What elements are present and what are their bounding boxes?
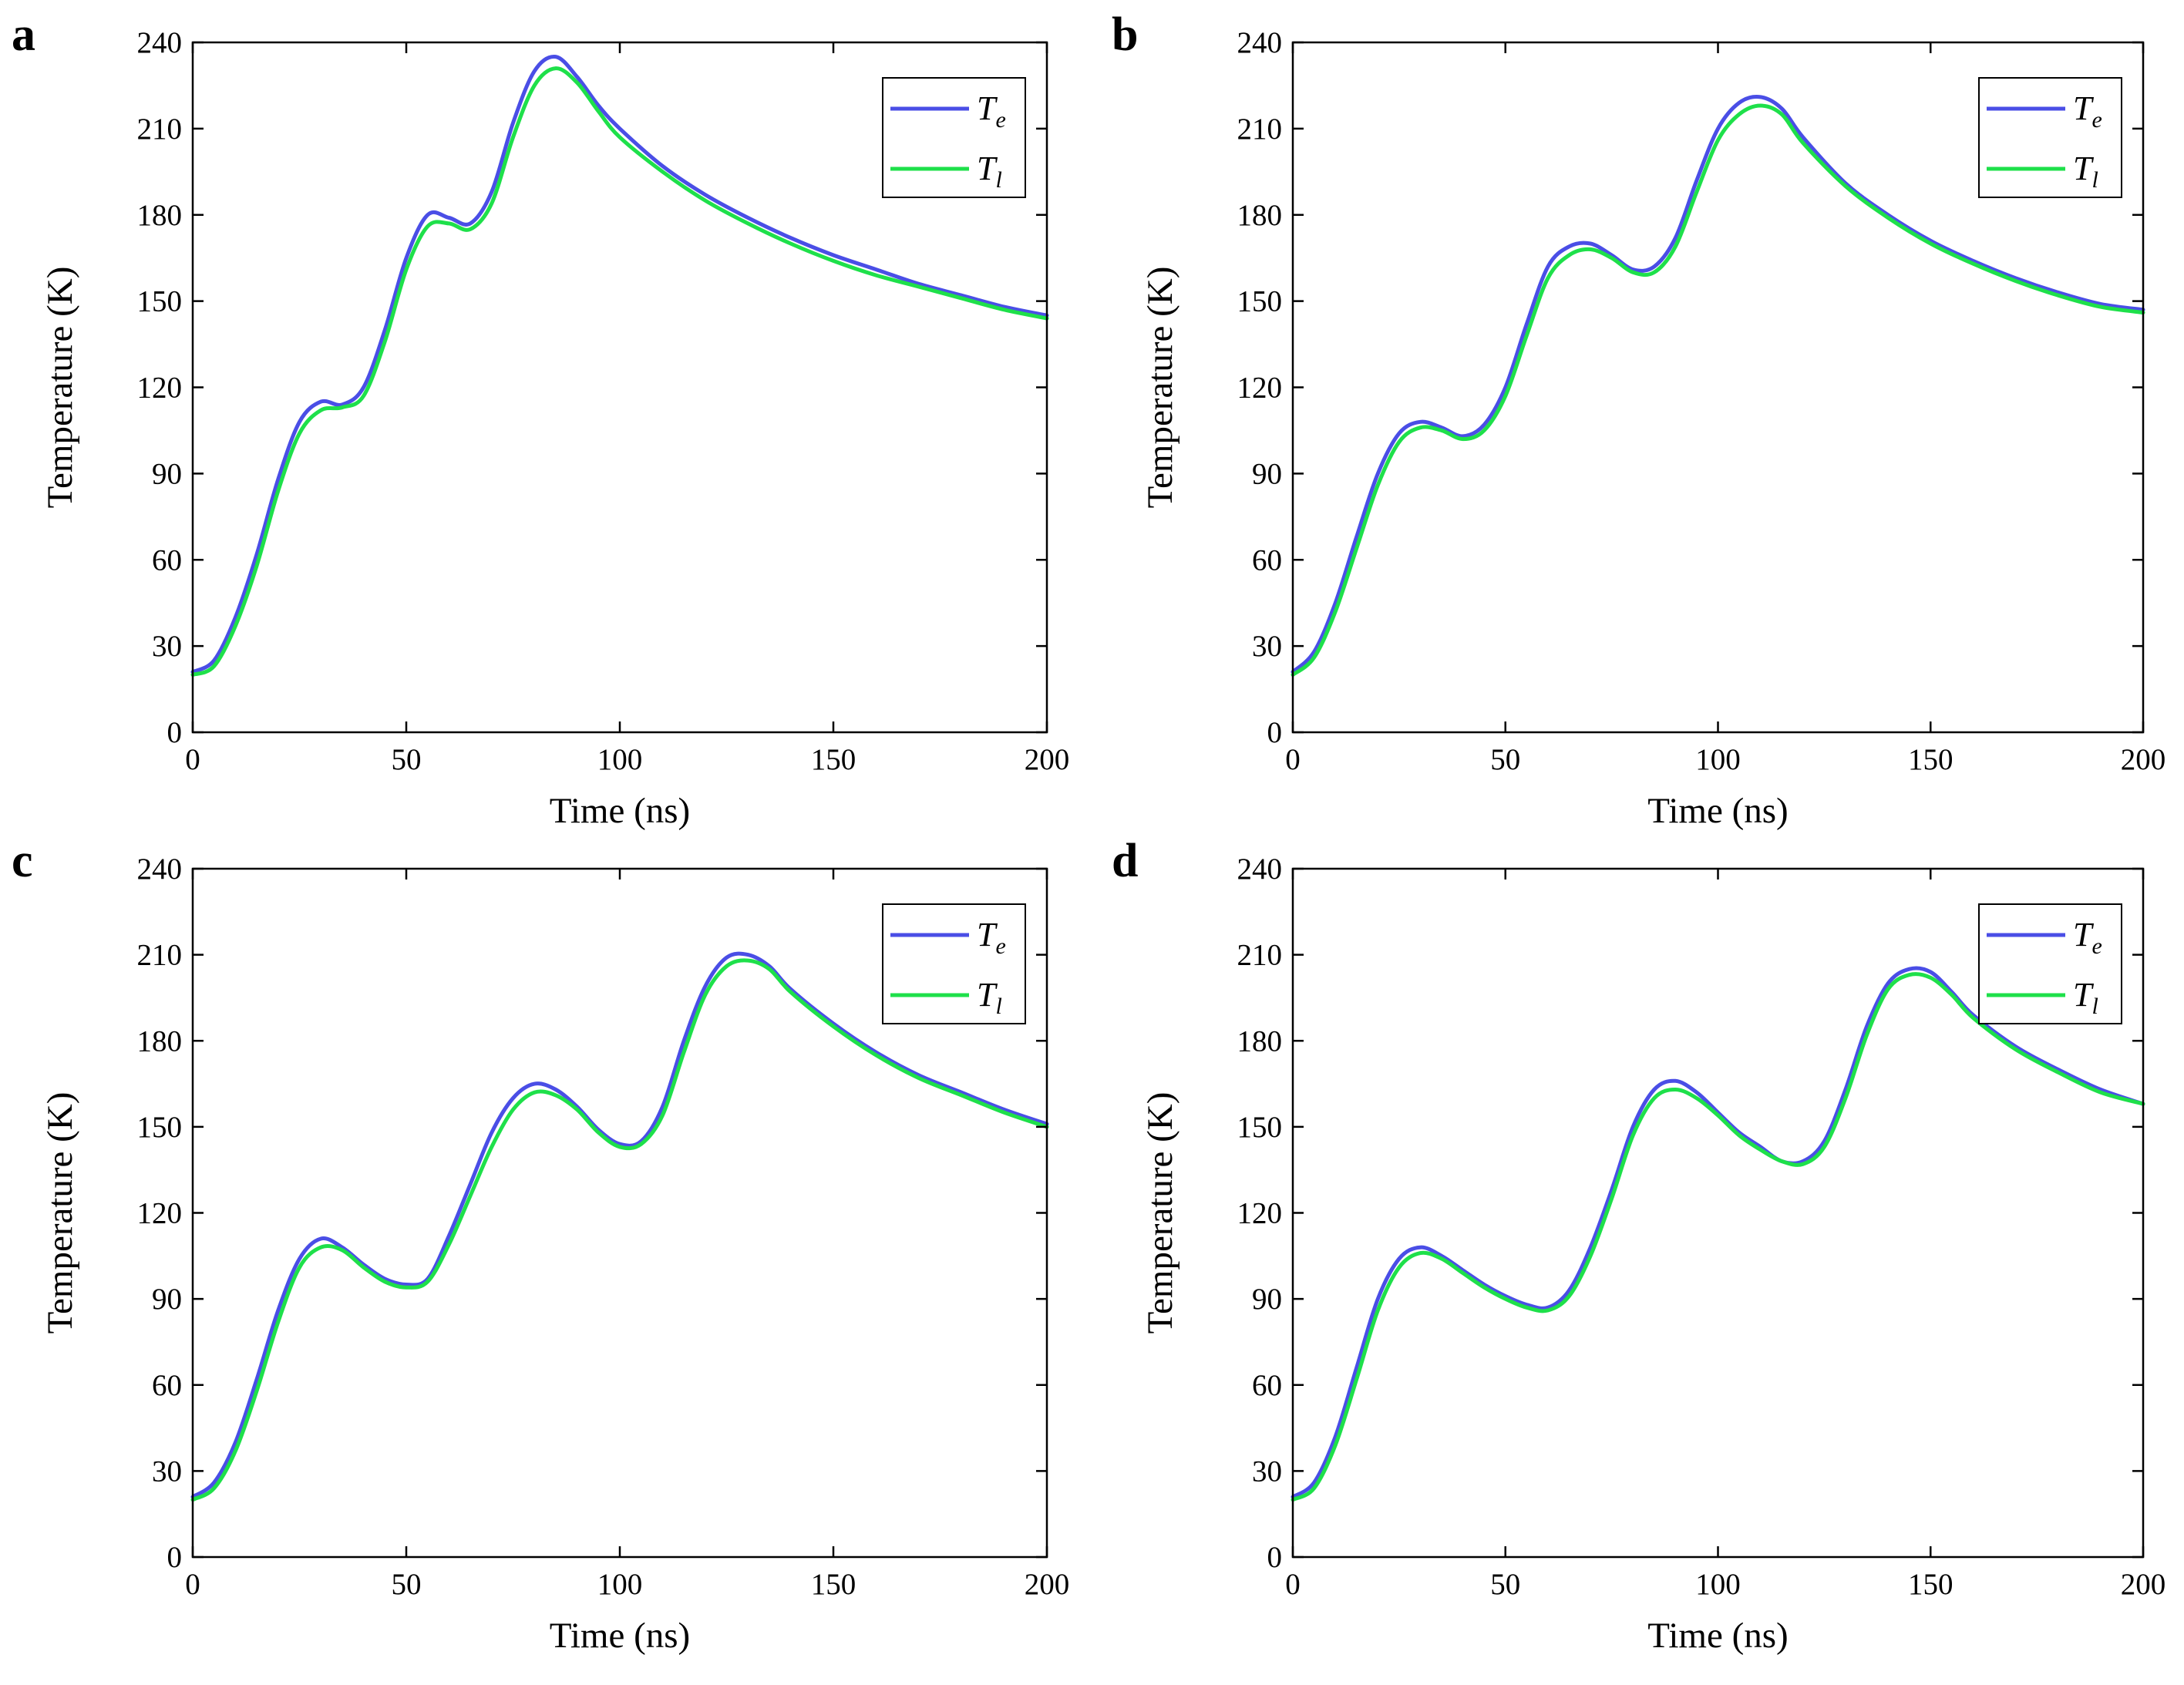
panel-c-ytick-label: 30: [152, 1455, 182, 1488]
panel-b-xlabel: Time (ns): [1647, 791, 1788, 831]
panel-a-series-Te-line: [190, 54, 1049, 674]
panel-a-series-Tl-line: [190, 66, 1049, 677]
panel-b-ytick-label: 60: [1252, 543, 1282, 577]
panel-c-xtick-label: 150: [811, 1568, 856, 1601]
panel-b-legend-box: [1978, 77, 2122, 198]
panel-d-xtick-label: 200: [2121, 1568, 2166, 1601]
panel-a-ytick-label: 30: [152, 630, 182, 663]
panel-d-legend-label-Te: Te: [2073, 916, 2102, 959]
panel-d-xtick-label: 0: [1285, 1568, 1301, 1601]
panel-c-xtick-label: 100: [597, 1568, 643, 1601]
panel-a-legend: Te Tl: [882, 77, 1026, 198]
panel-b-ytick-label: 150: [1237, 285, 1283, 318]
panel-d-ytick-label: 120: [1237, 1197, 1283, 1230]
panel-a-xtick-label: 150: [811, 743, 856, 776]
panel-c-series-Tl-line: [190, 958, 1049, 1502]
panel-b-legend-label-Tl: Tl: [2073, 150, 2098, 193]
panel-b-xtick-label: 0: [1285, 743, 1301, 776]
panel-a-legend-label-Tl: Tl: [977, 150, 1002, 193]
panel-a-legend-box: [882, 77, 1026, 198]
panel-a-ytick-label: 210: [137, 113, 183, 146]
panel-d-xtick-label: 150: [1908, 1568, 1953, 1601]
panel-d-legend: Te Tl: [1978, 903, 2122, 1024]
panel-a: a 0 50 100 150 200 0 30 60 90 120 150 180 210 240 Time …: [12, 8, 1069, 831]
panel-a-xtick-label: 0: [185, 743, 200, 776]
panel-a-ytick-label: 0: [167, 716, 183, 749]
panel-d-ytick-label: 180: [1237, 1024, 1283, 1058]
panel-b-ytick-label: 210: [1237, 113, 1283, 146]
panel-b-xtick-label: 150: [1908, 743, 1953, 776]
panel-c-xtick-label: 200: [1025, 1568, 1070, 1601]
panel-b-ylabel: Temperature (K): [1140, 267, 1180, 509]
panel-a-xtick-label: 100: [597, 743, 643, 776]
panel-a-ytick-label: 120: [137, 372, 183, 405]
panel-d-series-Tl-line: [1291, 972, 2145, 1502]
panel-d-xtick-label: 100: [1695, 1568, 1741, 1601]
panel-d-xlabel: Time (ns): [1647, 1616, 1788, 1656]
panel-b-ytick-label: 240: [1237, 26, 1283, 59]
panel-c-ytick-label: 210: [137, 939, 183, 972]
panel-a-ytick-label: 240: [137, 26, 183, 59]
panel-a-ytick-label: 90: [152, 457, 182, 490]
panel-c-ytick-label: 150: [137, 1111, 183, 1144]
panel-a-legend-label-Te: Te: [977, 89, 1006, 133]
panel-d-ytick-label: 0: [1267, 1541, 1283, 1574]
panel-a-ytick-label: 150: [137, 285, 183, 318]
panel-b-series-Tl-line: [1291, 103, 2145, 677]
panel-b-ytick-label: 30: [1252, 630, 1282, 663]
panel-d-ylabel: Temperature (K): [1140, 1092, 1180, 1334]
panel-c-ytick-label: 180: [137, 1024, 183, 1058]
panel-d-series-Te-line: [1291, 966, 2145, 1499]
panel-c-xtick-label: 50: [392, 1568, 422, 1601]
panel-d-ytick-label: 60: [1252, 1369, 1282, 1402]
panel-b-xtick-label: 200: [2121, 743, 2166, 776]
panel-b-xtick-label: 100: [1695, 743, 1741, 776]
panel-d: d 0 50 100 150 200 0 30 60 90 120 150 180 210 240 Time …: [1112, 835, 2165, 1656]
panel-b-xtick-label: 50: [1490, 743, 1520, 776]
panel-a-letter: a: [12, 8, 35, 61]
panel-a-xtick-label: 200: [1025, 743, 1070, 776]
panel-c-legend-label-Te: Te: [977, 916, 1006, 959]
panel-a-ytick-label: 60: [152, 543, 182, 577]
panel-c-xlabel: Time (ns): [550, 1616, 690, 1656]
panel-b-ytick-label: 90: [1252, 457, 1282, 490]
panel-c-ylabel: Temperature (K): [40, 1092, 80, 1334]
panel-b: b 0 50 100 150 200 0 30 60 90 120 150 180 210 240 Time …: [1112, 8, 2165, 831]
panel-a-xtick-label: 50: [392, 743, 422, 776]
panel-c-legend: Te Tl: [882, 903, 1026, 1024]
panel-b-series-Te-line: [1291, 95, 2145, 674]
panel-c-legend-box: [882, 903, 1026, 1024]
panel-d-ytick-label: 90: [1252, 1283, 1282, 1316]
panel-b-ytick-label: 0: [1267, 716, 1283, 749]
panel-b-legend-label-Te: Te: [2073, 89, 2102, 133]
panel-d-ytick-label: 150: [1237, 1111, 1283, 1144]
panel-c-ytick-label: 90: [152, 1283, 182, 1316]
panel-c-ytick-label: 0: [167, 1541, 183, 1574]
panel-a-ylabel: Temperature (K): [40, 267, 80, 509]
panel-c-series-Te-line: [190, 951, 1049, 1499]
panel-b-letter: b: [1112, 8, 1138, 61]
panel-c-letter: c: [12, 835, 33, 887]
panel-b-legend: Te Tl: [1978, 77, 2122, 198]
panel-d-xtick-label: 50: [1490, 1568, 1520, 1601]
panel-d-legend-label-Tl: Tl: [2073, 976, 2098, 1019]
panel-c-legend-label-Tl: Tl: [977, 976, 1002, 1019]
panel-a-ytick-label: 180: [137, 199, 183, 232]
panel-c: c 0 50 100 150 200 0 30 60 90 120 150 180 210 240 Time …: [12, 835, 1069, 1656]
panel-a-xlabel: Time (ns): [550, 791, 690, 831]
panel-c-ytick-label: 60: [152, 1369, 182, 1402]
panel-d-legend-box: [1978, 903, 2122, 1024]
panel-d-ytick-label: 210: [1237, 939, 1283, 972]
panel-d-ytick-label: 30: [1252, 1455, 1282, 1488]
panel-b-ytick-label: 120: [1237, 372, 1283, 405]
panel-d-ytick-label: 240: [1237, 853, 1283, 886]
panel-c-ytick-label: 240: [137, 853, 183, 886]
panel-d-letter: d: [1112, 835, 1138, 887]
panel-b-ytick-label: 180: [1237, 199, 1283, 232]
panel-c-xtick-label: 0: [185, 1568, 200, 1601]
panel-c-ytick-label: 120: [137, 1197, 183, 1230]
